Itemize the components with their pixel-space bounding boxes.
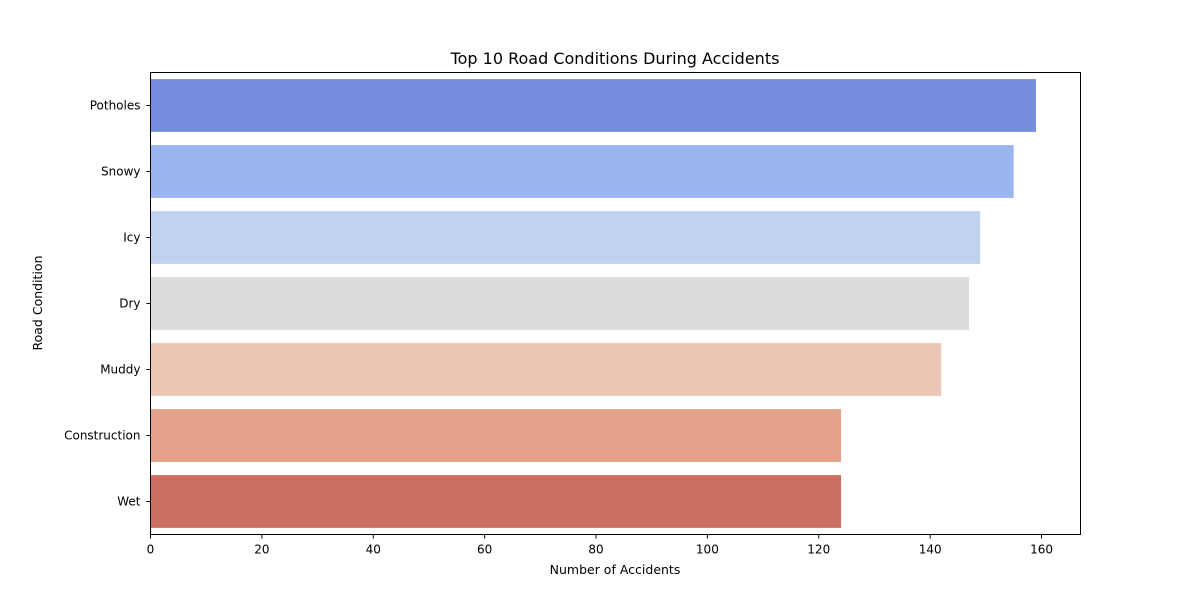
x-tick-label: 120: [807, 543, 830, 557]
chart-title: Top 10 Road Conditions During Accidents: [450, 49, 780, 68]
y-tick-label: Muddy: [100, 363, 140, 377]
x-tick-label: 40: [366, 543, 381, 557]
bar-dry: [150, 277, 970, 330]
y-axis-ticks: Potholes Snowy Icy Dry Muddy Construction Wet: [64, 99, 151, 509]
bar-wet: [150, 475, 842, 528]
x-tick-label: 100: [696, 543, 719, 557]
y-tick-label: Construction: [64, 429, 140, 443]
x-tick-label: 160: [1030, 543, 1053, 557]
bar-snowy: [150, 145, 1014, 198]
bar-construction: [150, 409, 842, 462]
x-tick-label: 60: [477, 543, 492, 557]
bar-potholes: [150, 79, 1036, 132]
plot-frame: [150, 72, 1081, 535]
x-tick-label: 140: [919, 543, 942, 557]
bar-muddy: [150, 343, 942, 396]
y-tick-label: Potholes: [90, 99, 141, 113]
bar-icy: [150, 211, 981, 264]
x-tick-label: 80: [588, 543, 603, 557]
y-tick-label: Wet: [117, 495, 141, 509]
x-axis-ticks: 0 20 40 60 80 100 120 140 160: [147, 534, 1053, 557]
y-axis-label: Road Condition: [30, 256, 45, 351]
x-tick-label: 0: [147, 543, 155, 557]
x-tick-label: 20: [254, 543, 269, 557]
x-axis-label: Number of Accidents: [550, 562, 681, 577]
bars-group: [150, 79, 1036, 528]
y-tick-label: Dry: [119, 297, 140, 311]
y-tick-label: Snowy: [101, 165, 140, 179]
y-tick-label: Icy: [123, 231, 140, 245]
